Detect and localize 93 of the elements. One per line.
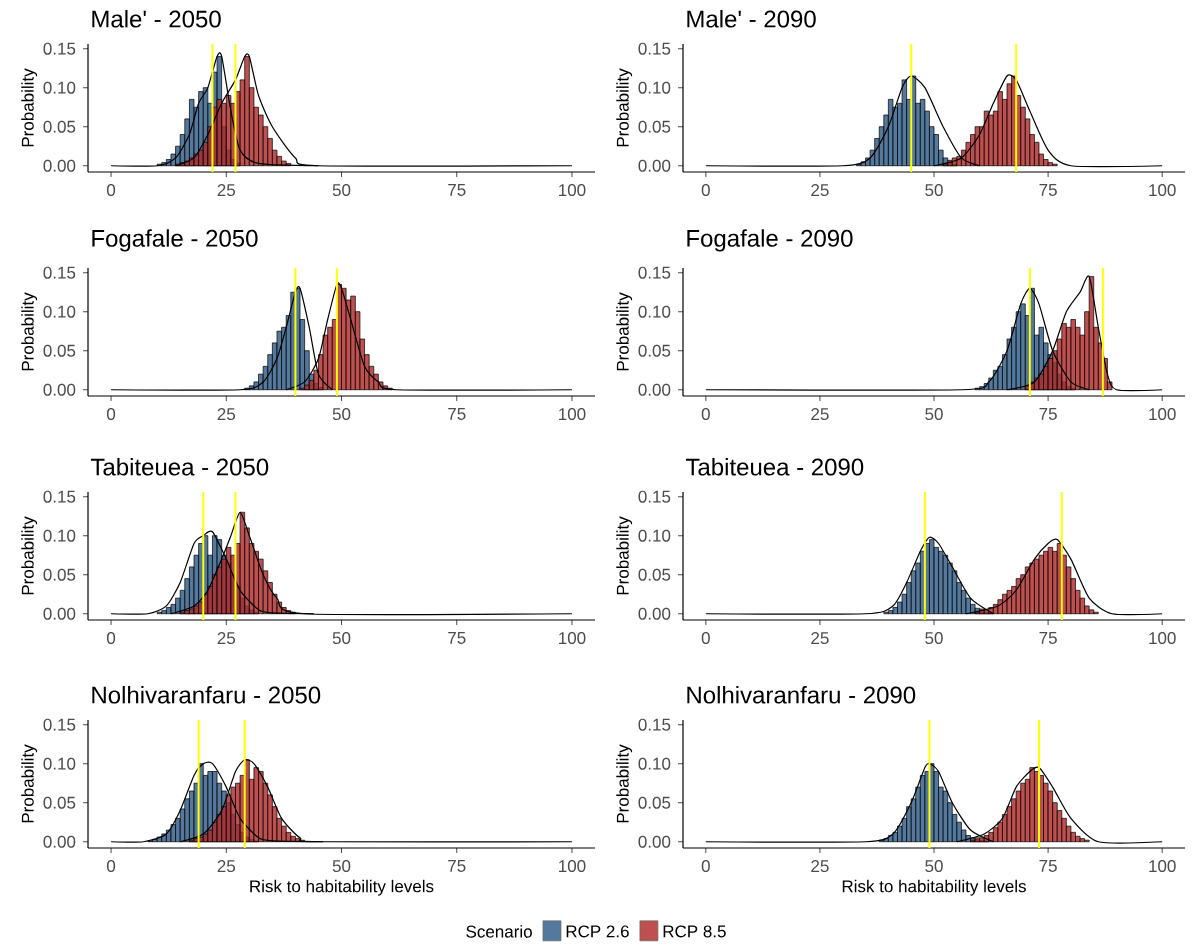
x-tick-label: 25 [811,860,829,873]
x-tick-label: 25 [217,184,236,197]
x-tick-label: 100 [1149,408,1176,421]
y-tick-label: 0.10 [638,529,671,542]
y-axis-title: Probability [21,292,38,371]
x-tick-label: 0 [701,632,710,645]
y-tick-label: 0.15 [638,718,671,731]
y-axis-title: Probability [21,744,38,823]
x-tick-label: 75 [448,408,466,420]
x-tick-label: 100 [1149,632,1176,645]
chart-title: Tabiteuea - 2090 [685,457,864,476]
y-axis-title: Probability [21,516,38,595]
y-tick-label: 0.00 [638,159,671,172]
y-tick-label: 0.10 [638,305,671,318]
legend-label: RCP 8.5 [663,925,726,938]
x-tick-label: 0 [106,408,116,421]
x-tick-label: 25 [811,632,829,645]
chart-title: Fogafale - 2050 [92,229,258,252]
y-axis-title: Probability [21,68,38,147]
x-tick-label: 50 [925,632,943,645]
chart-title: Male' - 2090 [687,9,816,28]
y-tick-label: 0.00 [43,607,76,620]
x-tick-label: 25 [217,408,236,421]
y-tick-label: 0.15 [43,490,76,503]
y-tick-label: 0.05 [43,796,76,809]
x-tick-label: 50 [332,860,351,873]
y-tick-label: 0.00 [43,383,76,396]
x-tick-label: 100 [559,184,586,197]
x-tick-label: 50 [925,408,943,421]
y-tick-label: 0.00 [638,607,671,620]
y-tick-label: 0.10 [43,529,76,542]
x-tick-label: 0 [106,632,116,645]
x-axis-title: Risk to habitability levels [250,879,434,896]
legend-label: RCP 2.6 [566,925,629,938]
chart-title: Nolhivaranfaru - 2090 [687,685,916,704]
x-tick-label: 75 [448,860,466,872]
x-tick-label: 25 [811,184,829,197]
y-axis-title: Probability [616,68,633,147]
x-tick-label: 75 [1039,632,1057,644]
y-tick-label: 0.05 [43,568,76,581]
y-tick-label: 0.05 [638,568,671,581]
y-tick-label: 0.05 [638,120,671,133]
x-tick-label: 75 [448,184,466,196]
x-tick-label: 100 [1149,184,1176,197]
x-tick-label: 0 [701,860,710,873]
y-tick-label: 0.05 [638,344,671,357]
x-tick-label: 75 [1039,408,1057,420]
x-tick-label: 75 [1039,184,1057,196]
x-tick-label: 75 [448,632,466,644]
y-axis-title: Probability [616,516,633,595]
x-tick-label: 50 [925,860,943,873]
x-tick-label: 100 [1149,860,1176,873]
y-tick-label: 0.15 [638,490,671,503]
y-tick-label: 0.15 [43,42,76,55]
x-tick-label: 100 [559,860,586,873]
y-axis-title: Probability [616,292,633,371]
x-tick-label: 50 [332,632,351,645]
y-tick-label: 0.10 [43,305,76,318]
x-tick-label: 0 [106,860,116,873]
chart-title: Male' - 2050 [92,9,221,28]
x-tick-label: 0 [106,184,116,197]
x-tick-label: 25 [217,632,236,645]
y-tick-label: 0.15 [638,266,671,279]
x-tick-label: 25 [217,860,236,873]
x-axis-title: Risk to habitability levels [842,879,1026,896]
x-tick-label: 100 [559,408,586,421]
y-tick-label: 0.10 [638,757,671,770]
y-tick-label: 0.00 [638,383,671,396]
y-tick-label: 0.15 [43,718,76,731]
x-tick-label: 0 [701,184,710,197]
x-tick-label: 25 [811,408,829,421]
y-tick-label: 0.05 [638,796,671,809]
x-tick-label: 0 [701,408,710,421]
y-tick-label: 0.15 [638,42,671,55]
x-tick-label: 75 [1039,860,1057,872]
y-tick-label: 0.10 [638,81,671,94]
x-tick-label: 50 [332,184,351,197]
y-tick-label: 0.00 [43,159,76,172]
y-axis-title: Probability [616,744,633,823]
y-tick-label: 0.15 [43,266,76,279]
y-tick-label: 0.00 [638,835,671,848]
y-tick-label: 0.10 [43,757,76,770]
x-tick-label: 50 [925,184,943,197]
x-tick-label: 50 [332,408,351,421]
legend-title: Scenario [466,925,532,938]
y-tick-label: 0.05 [43,120,76,133]
chart-title: Nolhivaranfaru - 2050 [92,685,321,704]
y-tick-label: 0.10 [43,81,76,94]
y-tick-label: 0.00 [43,835,76,848]
chart-title: Tabiteuea - 2050 [90,457,269,476]
chart-title: Fogafale - 2090 [687,229,853,252]
y-tick-label: 0.05 [43,344,76,357]
x-tick-label: 100 [559,632,586,645]
